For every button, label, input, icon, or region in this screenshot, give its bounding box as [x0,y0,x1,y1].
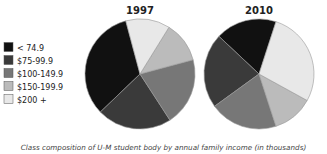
legend-label: < 74.9 [17,44,44,53]
legend-item: $100-149.9 [4,69,63,79]
caption: Class composition of U-M student body by… [21,143,307,152]
legend-swatch [4,95,13,104]
legend-label: $100-149.9 [17,70,63,79]
pie-title: 1997 [126,5,154,16]
chart: 1997 < 74.9 $75-99.9 $100-149.9 $150-199.9 $2… [0,0,327,154]
pie-title: 2010 [245,5,273,16]
legend-item: $150-199.9 [4,82,63,92]
pie [204,19,314,129]
legend-swatch [4,82,13,91]
legend-item: $75-99.9 [4,56,53,66]
legend-swatch [4,56,13,65]
legend: < 74.9 $75-99.9 $100-149.9 $150-199.9 $200 + [4,43,63,105]
legend-label: $150-199.9 [17,83,63,92]
pie-slice [259,22,314,101]
pie [85,19,195,129]
legend-swatch [4,69,13,78]
legend-item: $200 + [4,95,47,105]
legend-label: $200 + [17,96,47,105]
legend-swatch [4,43,13,52]
legend-item: < 74.9 [4,43,44,53]
legend-label: $75-99.9 [17,57,53,66]
pie-slice [126,19,169,74]
